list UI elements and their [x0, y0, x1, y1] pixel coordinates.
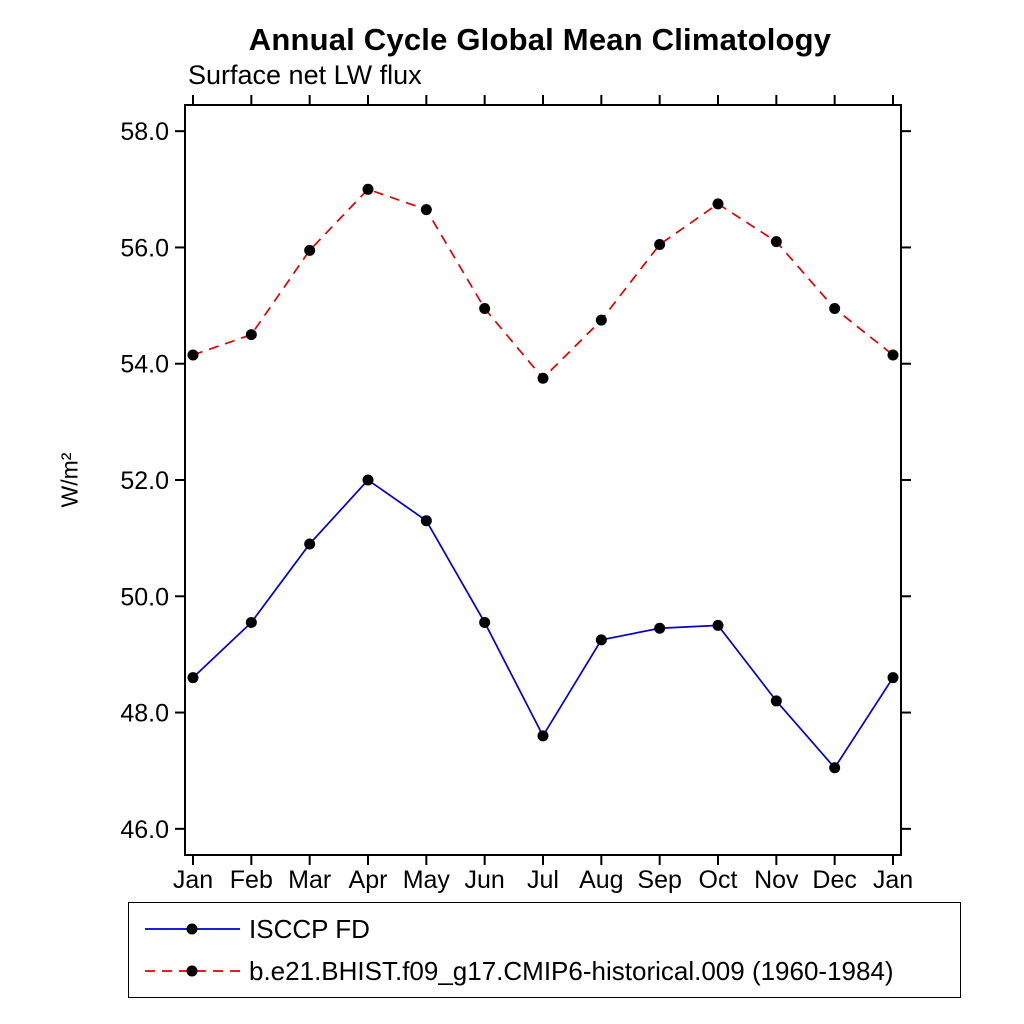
y-tick-label: 54.0 — [120, 351, 169, 379]
legend-label: ISCCP FD — [249, 913, 370, 944]
data-point — [362, 474, 374, 486]
data-point — [887, 672, 899, 684]
x-tick-label: Mar — [288, 866, 331, 894]
data-point — [595, 314, 607, 326]
x-tick-label: Jan — [173, 866, 213, 894]
chart-subtitle: Surface net LW flux — [188, 60, 422, 90]
x-tick-label: Oct — [699, 866, 738, 894]
x-tick-label: Nov — [754, 866, 799, 894]
legend-swatch-dashed-line-icon — [145, 965, 240, 977]
x-tick-label: Jul — [527, 866, 559, 894]
data-point — [304, 244, 316, 256]
data-point — [887, 349, 899, 361]
data-point — [829, 762, 841, 774]
y-tick-label: 58.0 — [120, 118, 169, 146]
data-point — [187, 349, 199, 361]
data-point — [829, 302, 841, 314]
x-tick-label: Sep — [637, 866, 681, 894]
data-point — [712, 619, 724, 631]
legend: ISCCP FD b.e21.BHIST.f09_g17.CMIP6-histo… — [128, 902, 961, 998]
y-tick-label: 48.0 — [120, 700, 169, 728]
chart-title: Annual Cycle Global Mean Climatology — [248, 22, 832, 57]
legend-label: b.e21.BHIST.f09_g17.CMIP6-historical.009… — [249, 955, 894, 986]
data-point — [537, 372, 549, 384]
data-point — [712, 198, 724, 210]
x-tick-label: Apr — [349, 866, 388, 894]
series-line — [192, 188, 894, 380]
data-point — [245, 329, 257, 341]
y-tick-label: 46.0 — [120, 816, 169, 844]
data-point — [654, 239, 666, 251]
data-point — [304, 538, 316, 550]
data-point — [420, 515, 432, 527]
x-tick-label: Jun — [465, 866, 505, 894]
x-tick-label: Aug — [579, 866, 623, 894]
data-point — [187, 672, 199, 684]
legend-marker — [186, 965, 198, 977]
data-point — [595, 634, 607, 646]
x-tick-label: May — [403, 866, 451, 894]
data-point — [770, 695, 782, 707]
data-point — [770, 236, 782, 248]
x-tick-label: Feb — [230, 866, 273, 894]
data-point — [362, 183, 374, 195]
legend-marker — [186, 923, 198, 935]
y-tick-label: 52.0 — [120, 467, 169, 495]
x-tick-label: Jan — [873, 866, 913, 894]
data-point — [654, 622, 666, 634]
plot-frame — [184, 104, 902, 856]
y-tick-label: 56.0 — [120, 234, 169, 262]
x-tick-label: Dec — [812, 866, 856, 894]
legend-item: ISCCP FD — [143, 914, 960, 945]
data-point — [537, 730, 549, 742]
y-tick-label: 50.0 — [120, 583, 169, 611]
data-point — [245, 616, 257, 628]
data-point — [479, 616, 491, 628]
legend-swatch-solid-line-icon — [145, 923, 240, 935]
series-line — [192, 478, 894, 770]
data-point — [479, 302, 491, 314]
data-point — [420, 204, 432, 216]
legend-item: b.e21.BHIST.f09_g17.CMIP6-historical.009… — [143, 956, 960, 987]
